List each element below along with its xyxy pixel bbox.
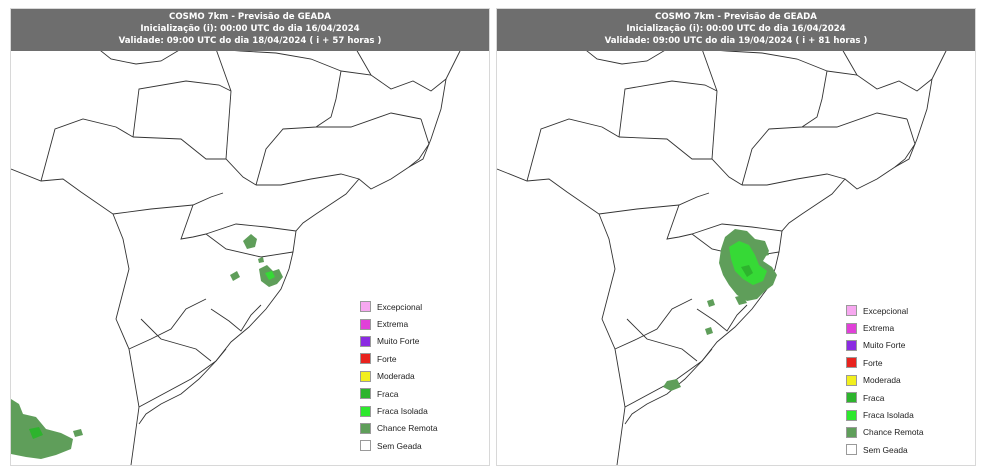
legend-swatch [360,353,371,365]
frost-area-chance-remota [11,399,73,459]
legend-label: Fraca Isolada [863,410,914,421]
legend-swatch [846,392,857,404]
legend-item-fraca-isolada: Fraca Isolada [846,406,946,423]
legend-item-moderada: Moderada [846,372,946,389]
legend-swatch [846,339,857,351]
legend-label: Sem Geada [863,444,908,455]
initialization-time: Inicialização (i): 00:00 UTC do dia 16/0… [626,24,846,34]
frost-area-fraca [29,427,43,439]
frost-legend: Excepcional Extrema Muito Forte Forte Mo… [846,302,946,459]
legend-item-forte: Forte [360,350,460,367]
legend-item-muito-forte: Muito Forte [360,333,460,350]
legend-label: Moderada [377,371,415,382]
legend-item-fraca-isolada: Fraca Isolada [360,402,460,419]
legend-swatch [846,322,857,334]
frost-area-fraca-isolada [729,241,767,285]
legend-swatch [846,409,857,421]
validity-time: Validade: 09:00 UTC do dia 18/04/2024 ( … [118,36,382,46]
legend-swatch [846,305,857,317]
legend-label: Excepcional [377,301,423,312]
legend-label: Fraca Isolada [377,406,428,417]
frost-areas [11,234,283,459]
legend-swatch [360,422,371,434]
legend-item-sem-geada: Sem Geada [360,437,460,454]
frost-legend: Excepcional Extrema Muito Forte Forte Mo… [360,298,460,455]
frost-area-chance-remota [243,234,257,249]
legend-item-excepcional: Excepcional [360,298,460,315]
legend-swatch [360,440,371,452]
frost-area-chance-remota [258,257,264,263]
legend-item-excepcional: Excepcional [846,302,946,319]
initialization-time: Inicialização (i): 00:00 UTC do dia 16/0… [140,24,360,34]
frost-area-chance-remota [759,247,769,257]
frost-area-chance-remota [230,271,240,281]
legend-label: Fraca [377,388,399,399]
legend-swatch [360,318,371,330]
legend-label: Extrema [863,323,895,334]
frost-areas [663,229,777,391]
frost-map [497,9,960,465]
map-title: COSMO 7km - Previsão de GEADA [169,12,331,22]
frost-forecast-panel-57h: COSMO 7km - Previsão de GEADA Inicializa… [10,8,490,466]
legend-label: Sem Geada [377,440,422,451]
frost-area-chance-remota [707,299,715,307]
frost-forecast-panel-81h: COSMO 7km - Previsão de GEADA Inicializa… [496,8,976,466]
legend-swatch [360,301,371,313]
map-header: COSMO 7km - Previsão de GEADA Inicializa… [11,9,489,51]
legend-label: Excepcional [863,305,909,316]
state-borders [497,9,960,465]
legend-swatch [846,426,857,438]
legend-swatch [360,388,371,400]
legend-swatch [360,370,371,382]
legend-item-moderada: Moderada [360,368,460,385]
legend-label: Muito Forte [863,340,906,351]
frost-area-chance-remota [73,429,83,437]
legend-label: Extrema [377,319,409,330]
legend-label: Muito Forte [377,336,420,347]
legend-item-forte: Forte [846,354,946,371]
legend-item-fraca: Fraca [846,389,946,406]
legend-label: Moderada [863,375,901,386]
legend-label: Forte [377,353,397,364]
legend-item-extrema: Extrema [360,315,460,332]
legend-swatch [360,405,371,417]
frost-area-fraca [741,265,753,277]
legend-swatch [846,357,857,369]
legend-item-extrema: Extrema [846,319,946,336]
validity-time: Validade: 09:00 UTC do dia 19/04/2024 ( … [604,36,868,46]
legend-swatch [846,374,857,386]
legend-item-chance-remota: Chance Remota [846,424,946,441]
legend-item-muito-forte: Muito Forte [846,337,946,354]
frost-area-chance-remota [663,379,681,391]
map-header: COSMO 7km - Previsão de GEADA Inicializa… [497,9,975,51]
legend-item-chance-remota: Chance Remota [360,420,460,437]
legend-swatch [360,335,371,347]
legend-label: Chance Remota [377,423,438,434]
legend-label: Fraca [863,392,885,403]
frost-area-chance-remota [705,327,713,335]
frost-area-fraca-isolada [265,271,275,280]
map-title: COSMO 7km - Previsão de GEADA [655,12,817,22]
legend-swatch [846,444,857,456]
legend-item-fraca: Fraca [360,385,460,402]
legend-label: Chance Remota [863,427,924,438]
legend-label: Forte [863,357,883,368]
legend-item-sem-geada: Sem Geada [846,441,946,458]
frost-area-chance-remota [735,295,747,305]
